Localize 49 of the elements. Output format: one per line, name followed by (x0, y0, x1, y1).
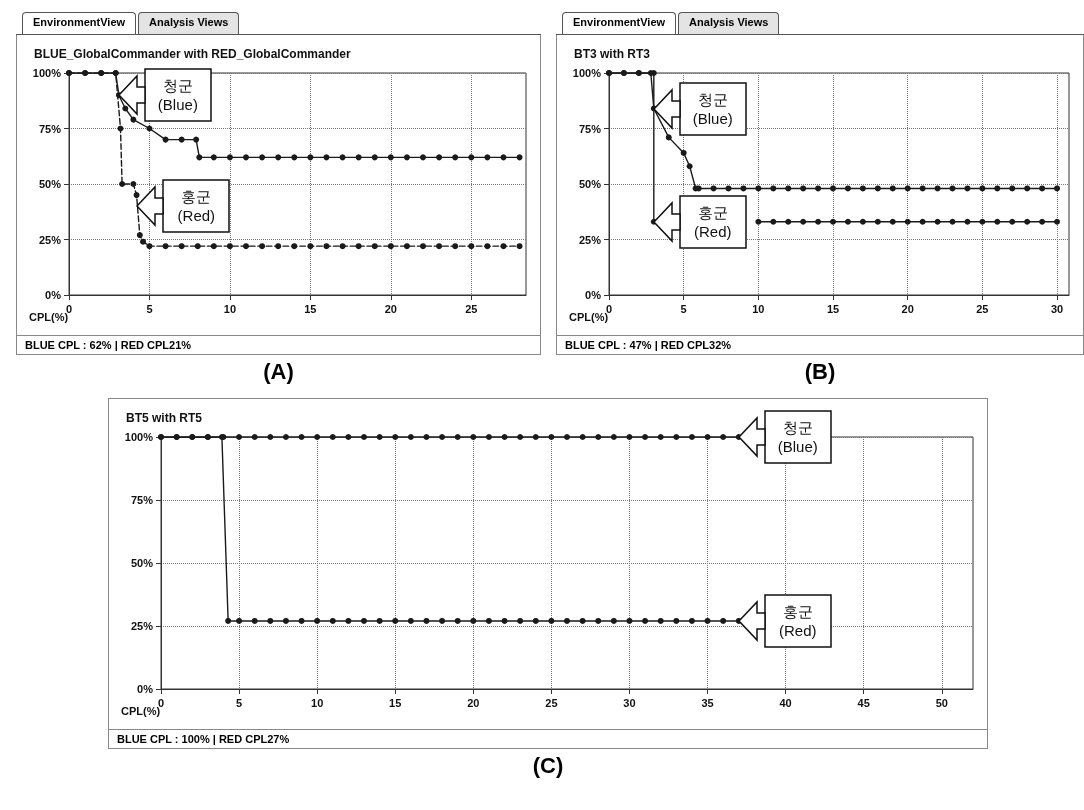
text: (C) (531, 753, 565, 779)
x-tick-label: 20 (384, 302, 397, 315)
y-tick-label: 0% (137, 683, 154, 695)
text: (B) (803, 359, 837, 385)
chart-title: BLUE_GlobalCommander with RED_GlobalCommander (34, 47, 352, 61)
y-tick-label: 100% (32, 67, 62, 79)
x-tick-label: 30 (1050, 302, 1064, 315)
x-tick-label: 25 (976, 302, 989, 315)
x-tick-label: 35 (701, 696, 714, 709)
text: EnvironmentView (562, 12, 677, 34)
x-tick-label: 10 (223, 302, 237, 315)
y-tick-label: 50% (578, 178, 602, 190)
y-tick-label: 50% (130, 557, 154, 569)
x-tick-label: 10 (752, 302, 765, 315)
x-tick-label: 5 (680, 302, 687, 315)
y-tick-label: 100% (572, 67, 602, 79)
x-tick-label: 5 (146, 302, 153, 315)
text: (A) (262, 359, 295, 385)
y-tick-label: 75% (578, 122, 602, 135)
text: BLUE CPL : 100% | RED CPL27% (109, 729, 987, 748)
x-tick-label: 15 (304, 302, 317, 315)
x-tick-label: 20 (467, 696, 480, 709)
text: EnvironmentView (22, 12, 137, 34)
y-tick-label: 0% (585, 289, 602, 301)
chart-title: BT3 with RT3 (574, 47, 651, 61)
x-tick-label: 10 (311, 696, 324, 709)
y-tick-label: 100% (124, 431, 154, 443)
y-tick-label: 25% (578, 233, 602, 246)
text: Analysis Views (138, 12, 240, 34)
y-tick-label: 25% (130, 620, 154, 632)
y-tick-label: 25% (38, 233, 62, 246)
x-tick-label: 5 (236, 696, 243, 709)
x-tick-label: 45 (857, 696, 870, 709)
y-tick-label: 75% (130, 494, 154, 506)
x-tick-label: 30 (623, 696, 636, 709)
y-tick-label: 50% (38, 178, 62, 190)
x-tick-label: 25 (545, 696, 558, 709)
x-tick-label: 40 (779, 696, 792, 709)
x-tick-label: 15 (389, 696, 402, 709)
x-tick-label: 25 (465, 302, 478, 315)
y-tick-label: 0% (45, 289, 62, 301)
x-tick-label: 20 (901, 302, 914, 315)
x-tick-label: 15 (826, 302, 840, 315)
chart-title: BT5 with RT5 (126, 411, 203, 425)
text: BLUE CPL : 62% | RED CPL21% (17, 335, 540, 354)
text: BLUE CPL : 47% | RED CPL32% (557, 335, 1083, 354)
y-tick-label: 75% (38, 122, 62, 135)
text: Analysis Views (678, 12, 780, 34)
x-tick-label: 50 (935, 696, 948, 709)
